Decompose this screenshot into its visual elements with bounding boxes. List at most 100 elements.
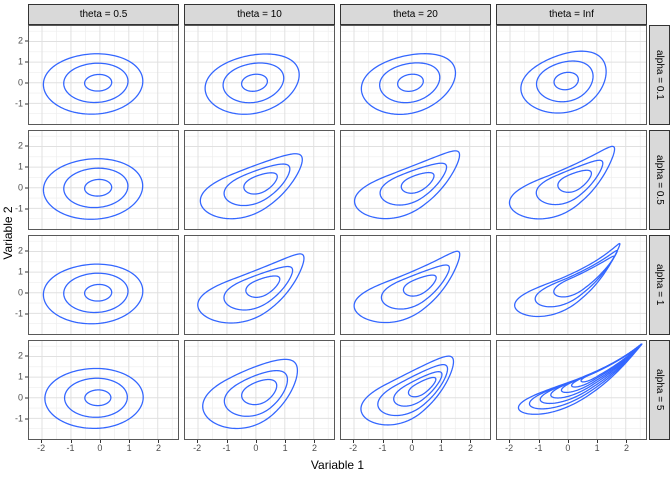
density-contour-line xyxy=(44,367,144,430)
x-tick-mark xyxy=(226,440,228,443)
density-contour-line xyxy=(42,53,144,115)
x-tick-label: -1 xyxy=(534,443,543,453)
facet-strip-label: theta = 10 xyxy=(237,9,282,20)
contour-plot-svg xyxy=(497,236,646,334)
y-tick-label: 2 xyxy=(17,140,23,151)
panel-alpha2-theta0 xyxy=(28,235,179,335)
facet-strip-alpha-2: alpha = 1 xyxy=(649,235,670,335)
y-axis-ticks-row2: -1 0 1 2 xyxy=(14,235,28,335)
y-axis-ticks-row3: -1 0 1 2 xyxy=(14,340,28,440)
density-contour-line xyxy=(393,371,443,407)
panel-alpha2-theta3 xyxy=(496,235,647,335)
x-tick-mark xyxy=(382,440,384,443)
density-contour-line xyxy=(353,150,461,220)
density-contour-line xyxy=(204,53,300,115)
x-tick-mark xyxy=(411,440,413,443)
x-tick-mark xyxy=(197,440,199,443)
y-tick-mark xyxy=(25,61,28,63)
y-tick-label: -1 xyxy=(14,308,23,319)
density-contour-line xyxy=(84,389,112,407)
y-tick-label: -1 xyxy=(14,98,23,109)
density-contour-line xyxy=(240,73,269,92)
x-tick-mark xyxy=(99,440,101,443)
density-contour-line xyxy=(557,169,593,193)
y-tick-mark xyxy=(25,418,28,420)
y-tick-mark xyxy=(25,166,28,168)
density-contour-line xyxy=(402,274,437,297)
density-contour-line xyxy=(353,250,461,324)
x-tick-label: -2 xyxy=(193,443,202,453)
facet-strip-theta-3: theta = Inf xyxy=(496,4,647,25)
density-contour-line xyxy=(223,265,294,311)
x-tick-mark xyxy=(538,440,540,443)
x-tick-label: 1 xyxy=(594,443,600,453)
facet-strip-alpha-1: alpha = 0.5 xyxy=(649,130,670,230)
panel-alpha3-theta2 xyxy=(340,340,491,440)
y-tick-mark xyxy=(25,355,28,357)
density-contour-line xyxy=(63,62,129,104)
panel-alpha1-theta1 xyxy=(184,130,335,230)
y-axis-title-text: Variable 2 xyxy=(0,205,15,260)
contour-plot-svg xyxy=(29,341,178,439)
density-contour-line xyxy=(407,376,437,398)
y-tick-mark xyxy=(25,208,28,210)
y-tick-mark xyxy=(25,187,28,189)
panel-alpha2-theta2 xyxy=(340,235,491,335)
contour-plot-svg xyxy=(29,236,178,334)
density-contour-line xyxy=(84,178,113,197)
y-tick-mark xyxy=(25,376,28,378)
y-tick-label: 1 xyxy=(17,266,23,277)
x-tick-label: -1 xyxy=(66,443,75,453)
x-tick-mark xyxy=(470,440,472,443)
y-tick-mark xyxy=(25,292,28,294)
y-tick-mark xyxy=(25,103,28,105)
density-contour-line xyxy=(380,264,450,310)
density-contour-line xyxy=(508,145,616,220)
x-tick-mark xyxy=(567,440,569,443)
x-tick-mark xyxy=(158,440,160,443)
density-contour-line xyxy=(397,73,424,92)
density-contour-line xyxy=(377,363,449,417)
x-tick-mark xyxy=(41,440,43,443)
x-tick-label: 0 xyxy=(565,443,571,453)
y-axis-ticks-row0: -1 0 1 2 xyxy=(14,25,28,125)
x-axis-ticks-col0: -2 -1 0 1 2 xyxy=(28,440,179,455)
density-contour-line xyxy=(360,355,455,426)
panel-alpha0-theta1 xyxy=(184,25,335,125)
x-tick-mark xyxy=(129,440,131,443)
x-axis-title: Variable 1 xyxy=(310,458,365,472)
x-tick-label: 2 xyxy=(623,443,629,453)
density-contour-line xyxy=(83,283,113,302)
x-tick-label: 2 xyxy=(311,443,317,453)
x-tick-label: -2 xyxy=(505,443,514,453)
panel-alpha3-theta0 xyxy=(28,340,179,440)
x-axis-ticks-col1: -2 -1 0 1 2 xyxy=(184,440,335,455)
facet-strip-label: theta = Inf xyxy=(549,9,594,20)
y-tick-mark xyxy=(25,313,28,315)
y-tick-mark xyxy=(25,271,28,273)
panel-alpha1-theta3 xyxy=(496,130,647,230)
x-tick-label: 1 xyxy=(126,443,132,453)
x-tick-mark xyxy=(626,440,628,443)
contour-plot-svg xyxy=(341,341,490,439)
y-tick-label: 2 xyxy=(17,245,23,256)
facet-strip-label: alpha = 0.5 xyxy=(654,155,665,205)
x-tick-label: -1 xyxy=(222,443,231,453)
facet-strip-label: alpha = 5 xyxy=(654,369,665,411)
facet-strip-label: theta = 20 xyxy=(393,9,438,20)
panel-alpha2-theta1 xyxy=(184,235,335,335)
x-tick-mark xyxy=(597,440,599,443)
density-contour-line xyxy=(42,263,144,325)
x-tick-label: 0 xyxy=(409,443,415,453)
y-tick-label: 0 xyxy=(17,77,23,88)
facet-strip-alpha-0: alpha = 0.1 xyxy=(649,25,670,125)
y-axis-title: Variable 2 xyxy=(0,25,15,440)
y-tick-label: 1 xyxy=(17,56,23,67)
contour-plot-svg xyxy=(29,131,178,229)
density-contour-line xyxy=(400,171,435,194)
facet-strip-label: alpha = 0.1 xyxy=(654,50,665,100)
contour-plot-svg xyxy=(497,341,646,439)
y-tick-label: -1 xyxy=(14,413,23,424)
facet-strip-theta-0: theta = 0.5 xyxy=(28,4,179,25)
contour-plot-svg xyxy=(497,26,646,124)
